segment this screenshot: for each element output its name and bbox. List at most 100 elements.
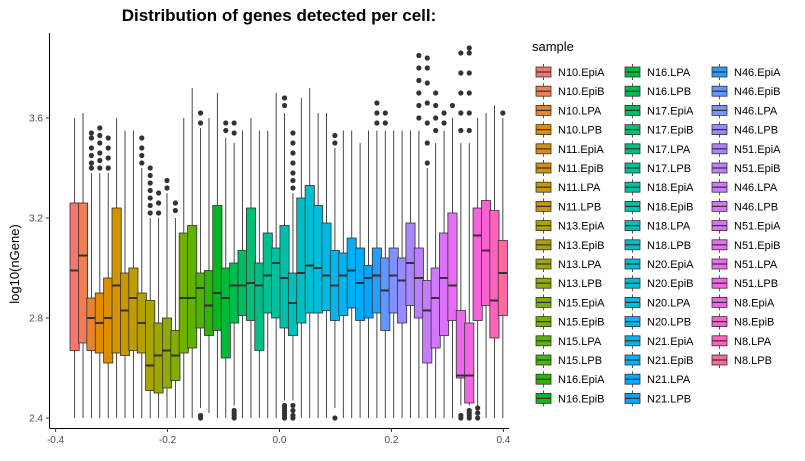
legend-item: N18.LPA xyxy=(624,217,691,234)
y-tick-label: 2.4 xyxy=(29,414,43,425)
outlier-point xyxy=(105,145,111,151)
box-N16.LPB xyxy=(229,120,240,421)
legend-item: N10.LPB xyxy=(535,121,602,138)
legend-label: N46.LPA xyxy=(734,182,778,194)
box-N17.LPB xyxy=(262,130,273,418)
legend-label: N13.LPB xyxy=(558,278,602,290)
outlier-point xyxy=(290,160,296,166)
outlier-point xyxy=(139,145,145,151)
outlier-point xyxy=(223,120,229,126)
box-iqr xyxy=(187,225,198,349)
box-iqr xyxy=(195,272,206,329)
outlier-point xyxy=(475,410,481,416)
outlier-point xyxy=(424,65,430,71)
y-axis-title: log10(nGene) xyxy=(7,224,22,304)
box-iqr xyxy=(489,210,500,339)
box-iqr xyxy=(296,197,307,324)
outlier-point xyxy=(424,140,430,146)
outlier-point xyxy=(466,45,472,51)
legend-label: N8.EpiB xyxy=(734,317,774,329)
box-N18.LPA xyxy=(287,130,298,421)
box-iqr xyxy=(271,247,282,319)
legend-item: N21.LPA xyxy=(624,371,691,388)
box-iqr xyxy=(355,247,366,321)
outlier-point xyxy=(231,120,237,126)
outlier-point xyxy=(475,405,481,411)
outlier-point xyxy=(458,50,464,56)
outlier-point xyxy=(382,110,388,116)
box-iqr xyxy=(287,272,298,336)
outlier-point xyxy=(88,145,95,151)
legend-item: N16.EpiB xyxy=(535,390,604,407)
outlier-point xyxy=(97,125,103,131)
legend-label: N18.LPA xyxy=(647,221,691,233)
box-iqr xyxy=(422,280,433,364)
outlier-point xyxy=(105,165,111,171)
outlier-point xyxy=(97,150,103,156)
outlier-point xyxy=(441,120,447,126)
legend-label: N21.EpiA xyxy=(647,336,694,348)
legend-item: N8.EpiB xyxy=(711,313,774,330)
outlier-point xyxy=(147,210,153,216)
legend-label: N18.EpiA xyxy=(647,182,694,194)
box-iqr xyxy=(388,247,399,314)
legend-label: N51.EpiB xyxy=(734,163,780,175)
outlier-point xyxy=(290,407,296,414)
box-N10.EpiB xyxy=(78,113,89,418)
legend-item: N13.LPB xyxy=(535,275,602,292)
box-N13.EpiB xyxy=(145,165,156,418)
outlier-point xyxy=(290,412,296,419)
legend-item: N18.EpiB xyxy=(624,198,693,215)
box-N46.LPB xyxy=(397,130,408,418)
legend-label: N20.LPA xyxy=(647,297,691,309)
legend-item: N15.EpiA xyxy=(535,294,605,311)
outlier-point xyxy=(416,52,422,59)
box-N21.LPA xyxy=(355,143,366,418)
legend-item: N17.LPA xyxy=(624,140,691,157)
outlier-point xyxy=(97,157,103,164)
box-N8.LPA xyxy=(489,105,500,418)
legend-item: N15.LPB xyxy=(535,352,602,368)
box-N21.EpiA xyxy=(338,130,349,418)
box-iqr xyxy=(245,207,256,321)
box-N13.LPA xyxy=(153,190,164,418)
outlier-point xyxy=(147,165,153,171)
legend-label: N20.EpiB xyxy=(647,278,693,290)
y-tick-label: 3.6 xyxy=(29,114,43,125)
legend-item: N51.EpiA xyxy=(711,140,781,157)
box-iqr xyxy=(203,270,214,336)
outlier-point xyxy=(424,55,430,61)
box-N18.LPB xyxy=(296,98,307,418)
box-N8.EpiA xyxy=(472,118,483,421)
outlier-point xyxy=(88,165,95,171)
legend-label: N51.LPB xyxy=(734,278,778,290)
box-N51.LPB xyxy=(464,45,475,421)
outlier-point xyxy=(416,65,422,71)
outlier-point xyxy=(105,135,111,141)
legend-label: N17.LPA xyxy=(647,144,691,156)
box-iqr xyxy=(405,222,416,306)
box-N51.EpiB xyxy=(413,52,424,418)
outlier-point xyxy=(88,160,95,166)
outlier-point xyxy=(231,407,237,414)
box-N18.EpiB xyxy=(279,95,290,421)
legend-label: N46.LPB xyxy=(734,125,778,137)
outlier-point xyxy=(88,130,95,136)
box-iqr xyxy=(439,232,450,336)
legend-item: N17.EpiB xyxy=(624,121,693,138)
outlier-point xyxy=(197,412,204,419)
box-N15.LPB xyxy=(195,110,206,421)
legend-item: N10.EpiB xyxy=(535,83,604,100)
box-iqr xyxy=(237,250,248,316)
outlier-point xyxy=(458,70,464,76)
box-iqr xyxy=(69,202,80,351)
legend-item: N13.EpiA xyxy=(535,217,605,234)
legend-item: N20.EpiB xyxy=(624,275,693,292)
box-N11.LPA xyxy=(120,130,131,418)
legend-item: N11.LPA xyxy=(535,179,601,196)
legend-label: N10.EpiA xyxy=(558,67,605,79)
x-tick-label: -0.2 xyxy=(159,435,177,446)
box-iqr xyxy=(178,232,189,354)
legend-item: N51.EpiA xyxy=(711,217,781,234)
legend-label: N8.EpiA xyxy=(734,297,775,309)
